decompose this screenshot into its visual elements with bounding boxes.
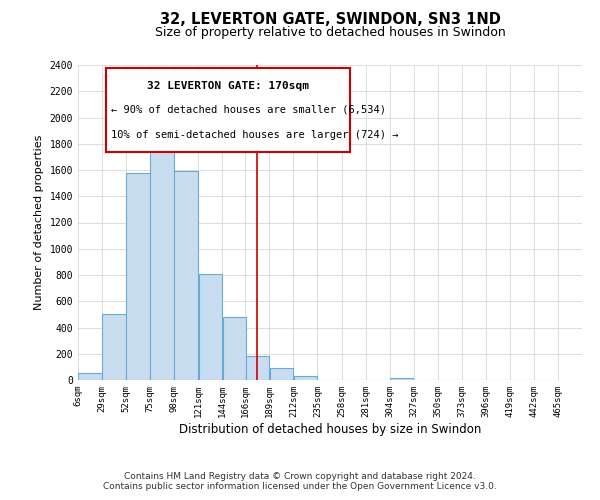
- Text: ← 90% of detached houses are smaller (6,534): ← 90% of detached houses are smaller (6,…: [111, 104, 386, 115]
- Bar: [103, 314, 126, 380]
- Text: Contains HM Land Registry data © Crown copyright and database right 2024.: Contains HM Land Registry data © Crown c…: [124, 472, 476, 481]
- Bar: [223, 317, 246, 380]
- Bar: [390, 378, 413, 380]
- Text: 32 LEVERTON GATE: 170sqm: 32 LEVERTON GATE: 170sqm: [147, 80, 309, 91]
- Y-axis label: Number of detached properties: Number of detached properties: [34, 135, 44, 310]
- Text: Contains public sector information licensed under the Open Government Licence v3: Contains public sector information licen…: [103, 482, 497, 491]
- Bar: [269, 368, 293, 380]
- Bar: [199, 274, 222, 380]
- FancyBboxPatch shape: [106, 68, 350, 152]
- Text: Size of property relative to detached houses in Swindon: Size of property relative to detached ho…: [155, 26, 505, 39]
- Bar: [78, 373, 102, 380]
- Bar: [293, 376, 317, 380]
- Text: 32, LEVERTON GATE, SWINDON, SN3 1ND: 32, LEVERTON GATE, SWINDON, SN3 1ND: [160, 12, 500, 28]
- X-axis label: Distribution of detached houses by size in Swindon: Distribution of detached houses by size …: [179, 422, 481, 436]
- Text: 10% of semi-detached houses are larger (724) →: 10% of semi-detached houses are larger (…: [111, 130, 398, 140]
- Bar: [175, 170, 198, 380]
- Bar: [127, 174, 150, 380]
- Bar: [151, 124, 174, 380]
- Bar: [245, 356, 269, 380]
